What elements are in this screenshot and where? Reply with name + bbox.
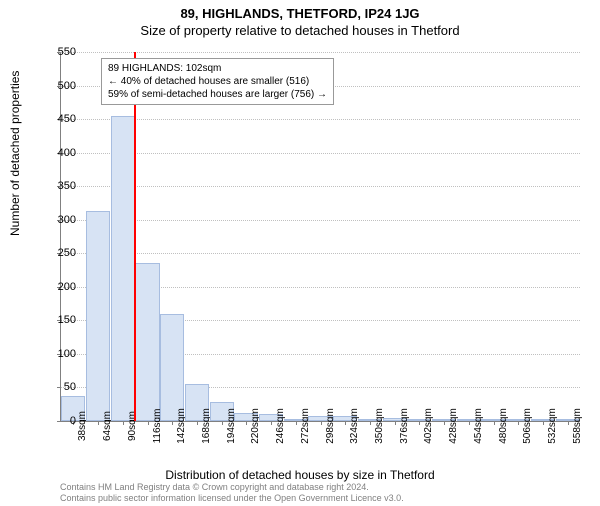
xtick-mark	[271, 421, 272, 425]
x-axis-label: Distribution of detached houses by size …	[0, 468, 600, 482]
xtick-label: 324sqm	[349, 408, 360, 444]
xtick-label: 506sqm	[522, 408, 533, 444]
xtick-mark	[494, 421, 495, 425]
gridline	[61, 52, 580, 53]
xtick-mark	[296, 421, 297, 425]
xtick-mark	[419, 421, 420, 425]
xtick-label: 454sqm	[473, 408, 484, 444]
ytick-label: 150	[46, 314, 76, 326]
xtick-mark	[568, 421, 569, 425]
gridline	[61, 119, 580, 120]
chart-plot-area: 38sqm64sqm90sqm116sqm142sqm168sqm194sqm2…	[60, 52, 580, 422]
xtick-label: 428sqm	[448, 408, 459, 444]
ytick-label: 50	[46, 381, 76, 393]
footer-line1: Contains HM Land Registry data © Crown c…	[60, 482, 404, 493]
gridline	[61, 220, 580, 221]
marker-line	[134, 52, 136, 421]
footer-attribution: Contains HM Land Registry data © Crown c…	[60, 482, 404, 504]
y-axis-label: Number of detached properties	[8, 71, 22, 236]
xtick-label: 558sqm	[572, 408, 583, 444]
xtick-label: 402sqm	[423, 408, 434, 444]
xtick-label: 246sqm	[275, 408, 286, 444]
xtick-label: 376sqm	[399, 408, 410, 444]
xtick-mark	[395, 421, 396, 425]
histogram-bar	[160, 314, 184, 421]
xtick-mark	[148, 421, 149, 425]
gridline	[61, 186, 580, 187]
histogram-bar	[86, 211, 110, 421]
xtick-mark	[98, 421, 99, 425]
ytick-label: 500	[46, 80, 76, 92]
ytick-label: 200	[46, 281, 76, 293]
annotation-line: 59% of semi-detached houses are larger (…	[108, 88, 327, 101]
annotation-box: 89 HIGHLANDS: 102sqm← 40% of detached ho…	[101, 58, 334, 105]
xtick-mark	[518, 421, 519, 425]
xtick-mark	[123, 421, 124, 425]
xtick-mark	[345, 421, 346, 425]
histogram-bar	[111, 116, 135, 421]
xtick-label: 480sqm	[498, 408, 509, 444]
annotation-line: 89 HIGHLANDS: 102sqm	[108, 62, 327, 75]
xtick-mark	[321, 421, 322, 425]
ytick-label: 350	[46, 180, 76, 192]
footer-line2: Contains public sector information licen…	[60, 493, 404, 504]
xtick-label: 298sqm	[325, 408, 336, 444]
xtick-mark	[370, 421, 371, 425]
xtick-mark	[222, 421, 223, 425]
xtick-mark	[444, 421, 445, 425]
xtick-label: 272sqm	[300, 408, 311, 444]
chart-title-address: 89, HIGHLANDS, THETFORD, IP24 1JG	[0, 6, 600, 21]
xtick-label: 350sqm	[374, 408, 385, 444]
histogram-bar	[135, 263, 159, 421]
gridline	[61, 253, 580, 254]
xtick-mark	[543, 421, 544, 425]
ytick-label: 550	[46, 46, 76, 58]
ytick-label: 300	[46, 214, 76, 226]
xtick-mark	[172, 421, 173, 425]
ytick-label: 250	[46, 247, 76, 259]
xtick-label: 532sqm	[547, 408, 558, 444]
ytick-label: 400	[46, 147, 76, 159]
ytick-label: 0	[46, 415, 76, 427]
ytick-label: 450	[46, 113, 76, 125]
xtick-mark	[246, 421, 247, 425]
gridline	[61, 153, 580, 154]
xtick-mark	[197, 421, 198, 425]
chart-title-sub: Size of property relative to detached ho…	[0, 23, 600, 38]
xtick-mark	[469, 421, 470, 425]
annotation-line: ← 40% of detached houses are smaller (51…	[108, 75, 327, 88]
ytick-label: 100	[46, 348, 76, 360]
